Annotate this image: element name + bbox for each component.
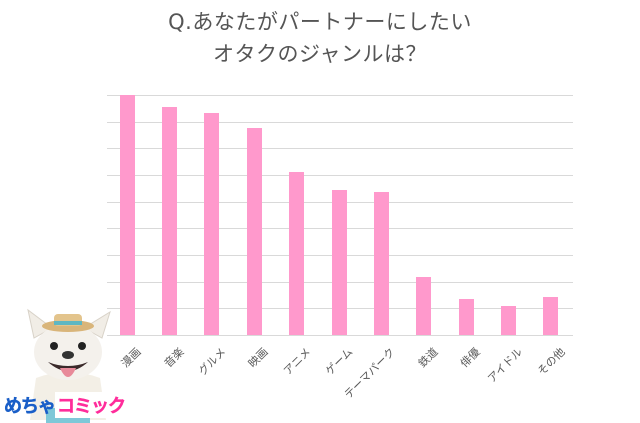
bar-2 [204,112,220,335]
x-tick-label: その他 [534,345,568,378]
bar-9 [500,305,516,335]
bar-3 [246,127,262,335]
bar-0 [119,95,135,335]
chart-title-line2: オタクのジャンルは？ [213,42,427,66]
x-tick-label: アイドル [485,345,526,386]
plot-area [107,95,573,336]
bar-4 [289,171,305,335]
x-tick-label: 俳優 [457,345,483,371]
chart-title: Q.あなたがパートナーにしたい オタクのジャンルは？ [0,6,640,70]
x-tick-label: ゲーム [322,345,356,378]
logo-part2: コミック [55,392,127,418]
gridline [107,175,573,176]
bar-6 [373,191,389,335]
bar-10 [543,296,559,335]
x-tick-label: 鉄道 [415,345,441,371]
bar-5 [331,189,347,335]
gridline [107,148,573,150]
bar-1 [162,107,178,335]
bar-7 [416,276,432,335]
logo-part1: めちゃ [4,396,57,418]
x-tick-label: アニメ [280,345,314,378]
gridline [107,121,573,123]
x-tick-label: 音楽 [161,345,187,371]
gridline [107,95,573,96]
x-tick-label: 映画 [246,345,271,371]
gridline [107,335,573,336]
x-tick-label: 漫画 [119,345,144,371]
x-tick-label: グルメ [195,345,229,378]
bar-8 [458,298,474,335]
chart-title-line1: Q.あなたがパートナーにしたい [168,10,472,34]
mechacomic-logo: めちゃ コミック [4,392,127,418]
